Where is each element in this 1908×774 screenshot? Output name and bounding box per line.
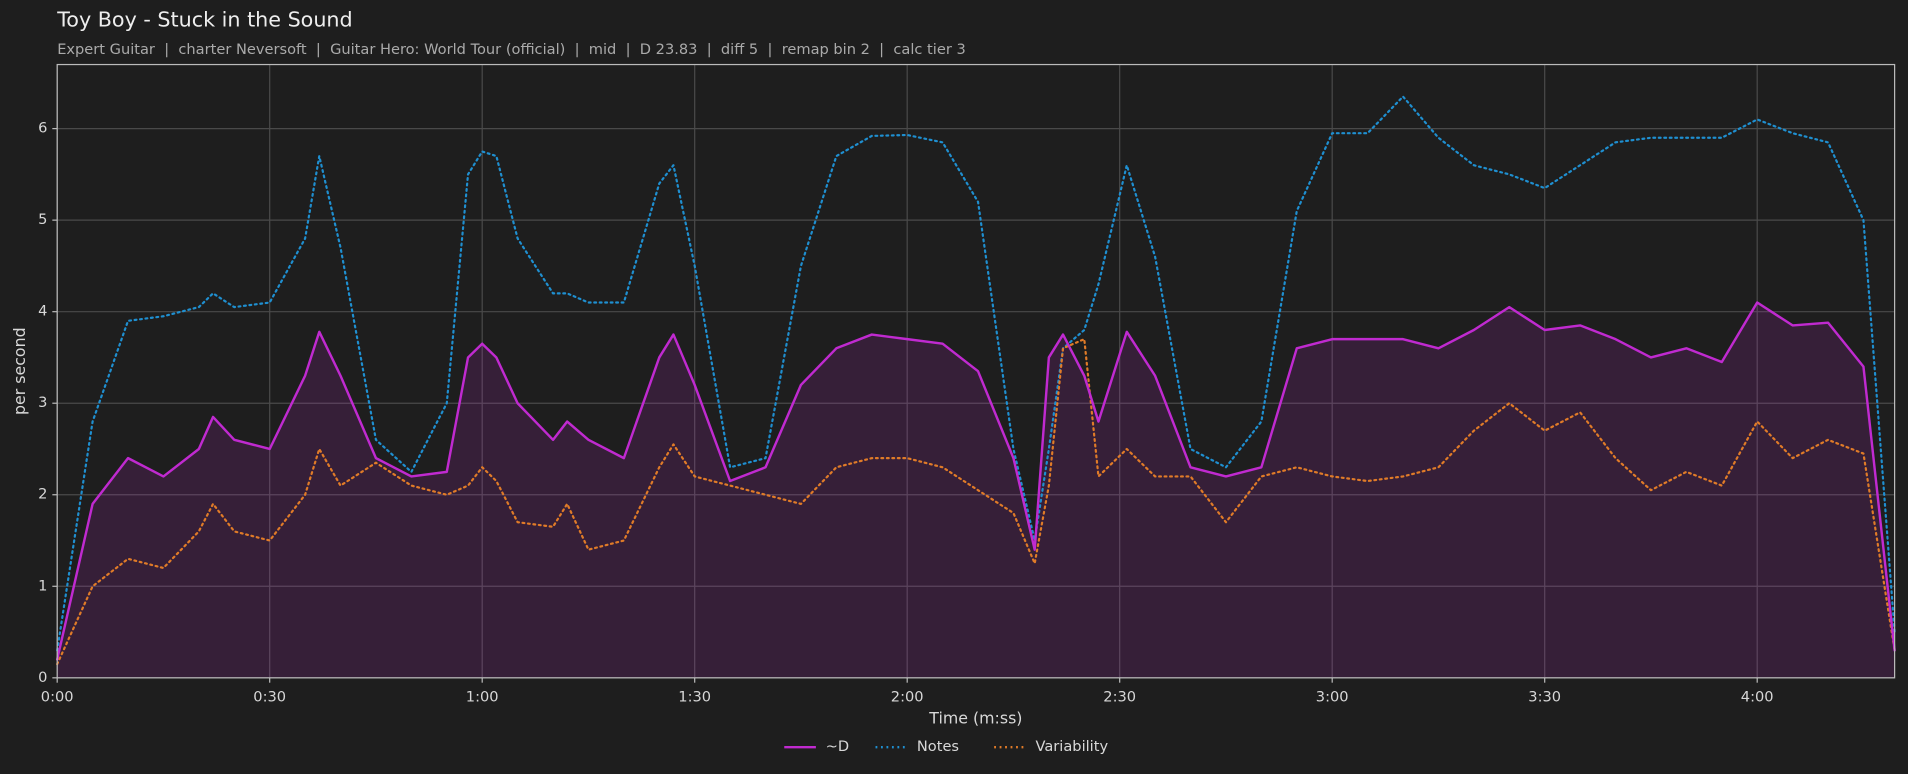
ticks: 0 1 2 3 4 5 6 0:00 0:30 1:00 1:30 2:00 2:30 3:00 3:30 4…	[38, 120, 1773, 706]
legend: ~D Notes Variability	[784, 738, 1108, 755]
y-tick-label: 6	[38, 120, 47, 137]
x-tick-label: 4:00	[1741, 688, 1774, 705]
series-line	[55, 301, 1896, 661]
plot-frame	[56, 63, 1896, 679]
series-line	[56, 95, 1896, 652]
y-axis-label: per second	[10, 327, 29, 415]
chart-title: Toy Boy - Stuck in the Sound	[56, 8, 352, 32]
legend-label: ~D	[826, 738, 849, 755]
y-tick-label: 2	[38, 486, 47, 503]
chart-subtitle: Expert Guitar | charter Neversoft | Guit…	[57, 41, 966, 58]
legend-label: Notes	[917, 738, 959, 755]
y-tick-label: 0	[38, 669, 47, 686]
y-tick-label: 4	[38, 303, 47, 320]
x-tick-label: 2:00	[891, 688, 924, 705]
legend-label: Variability	[1036, 738, 1109, 755]
y-tick-label: 5	[38, 211, 47, 228]
x-tick-label: 3:30	[1528, 688, 1561, 705]
x-tick-label: 0:30	[253, 688, 286, 705]
x-tick-label: 0:00	[41, 688, 74, 705]
series-line	[56, 338, 1896, 666]
series-area	[57, 302, 1895, 678]
x-tick-label: 2:30	[1103, 688, 1136, 705]
x-tick-label: 3:00	[1316, 688, 1349, 705]
y-tick-label: 1	[38, 577, 47, 594]
plot	[55, 95, 1896, 678]
x-axis-label: Time (m:ss)	[928, 709, 1022, 728]
x-tick-label: 1:30	[678, 688, 711, 705]
x-tick-label: 1:00	[466, 688, 499, 705]
y-tick-label: 3	[38, 394, 47, 411]
